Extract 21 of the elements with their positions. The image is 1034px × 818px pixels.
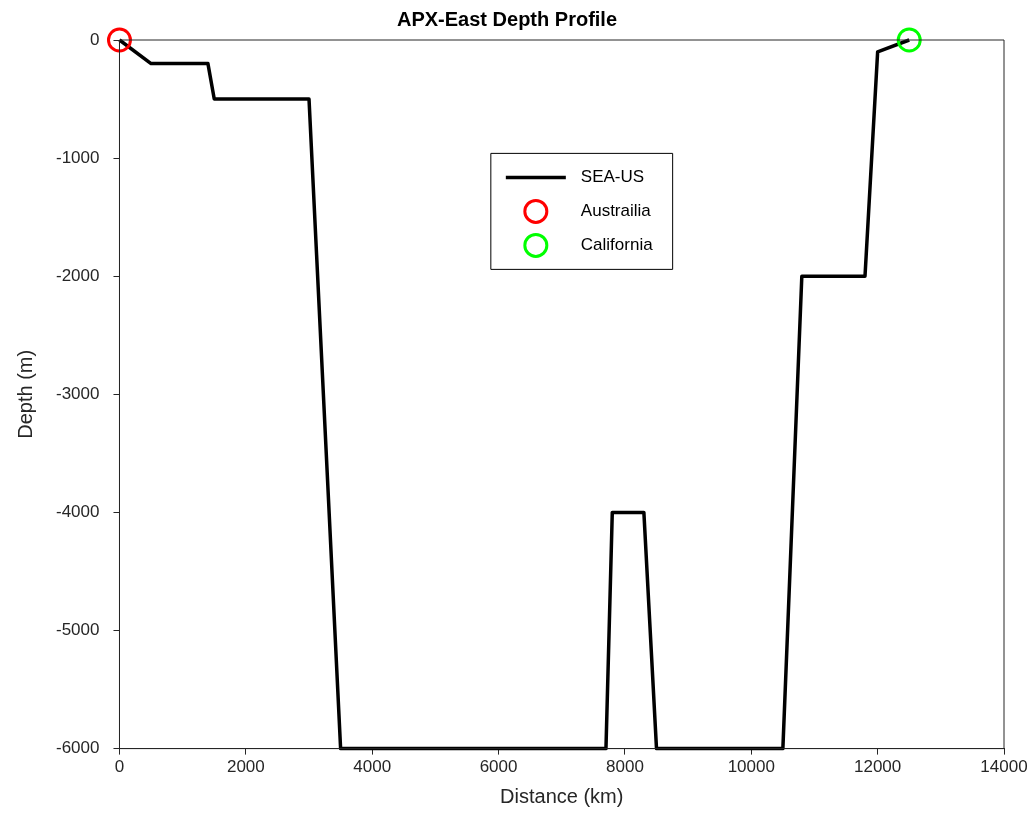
x-tick-label: 4000 [353, 757, 392, 777]
x-tick-label: 8000 [606, 757, 644, 777]
x-axis-title: Distance (km) [500, 784, 624, 807]
y-axis-title: Depth (m) [13, 349, 36, 439]
x-tick-label: 12000 [854, 757, 902, 777]
y-tick-label: -3000 [56, 383, 100, 403]
x-tick-label: 0 [114, 757, 125, 777]
x-tick-label: 6000 [479, 757, 518, 777]
x-tick-label: 10000 [727, 757, 775, 777]
legend-label: SEA-US [580, 167, 645, 187]
y-tick-label: -6000 [56, 738, 100, 758]
x-tick-label: 14000 [980, 757, 1028, 777]
y-tick-label: -2000 [56, 265, 100, 285]
legend-label: Austrailia [580, 201, 652, 221]
y-tick-label: -4000 [56, 502, 100, 522]
y-tick-label: -1000 [56, 147, 100, 167]
chart-title: APX-East Depth Profile [396, 7, 618, 30]
x-tick-label: 2000 [226, 757, 265, 777]
legend-label: California [580, 235, 654, 255]
y-tick-label: -5000 [56, 620, 100, 640]
y-tick-label: 0 [90, 29, 100, 49]
